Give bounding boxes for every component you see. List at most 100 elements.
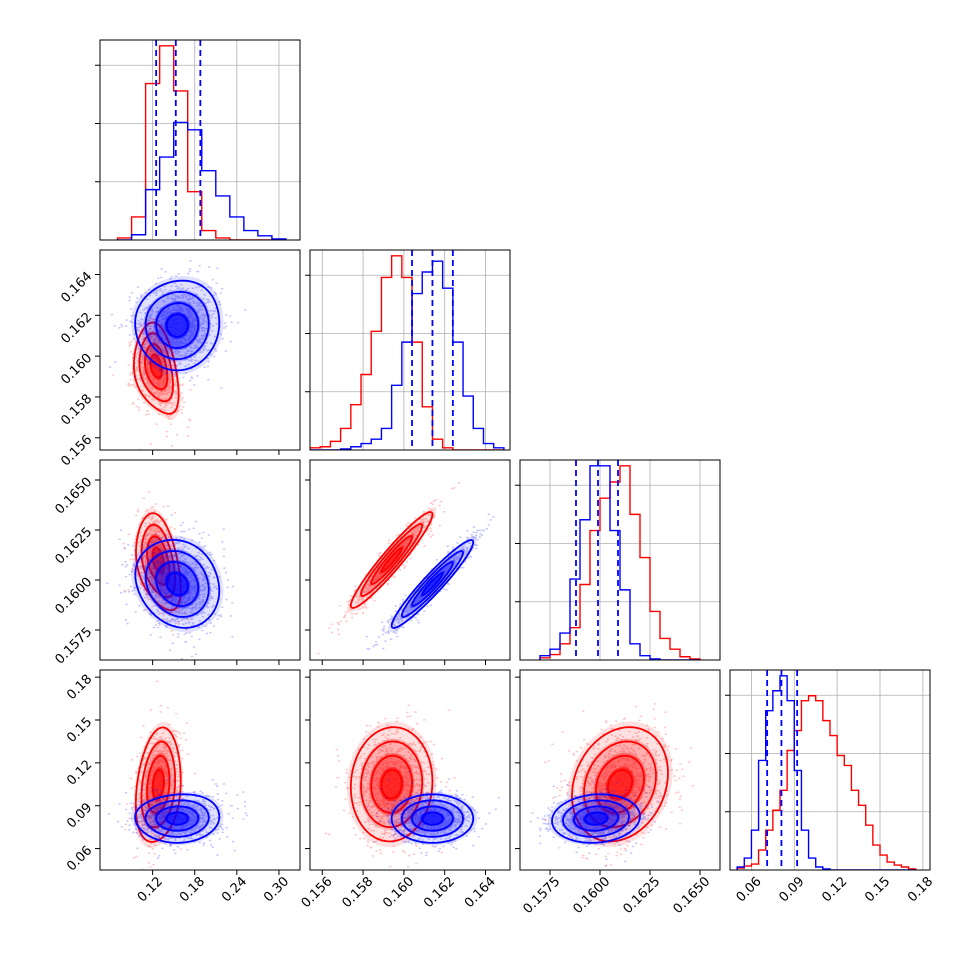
x-tick-label: 0.162	[421, 874, 458, 911]
x-tick-label: 0.18	[905, 874, 936, 905]
contour-blue	[421, 572, 444, 596]
y-tick-label: 0.09	[64, 800, 95, 831]
density-fill-blue	[420, 570, 445, 598]
histogram-frame	[519, 459, 721, 661]
joint-panel-3-4	[515, 676, 701, 875]
histogram-frame	[309, 249, 511, 451]
contour-blue	[551, 793, 641, 844]
x-tick-label: 0.09	[776, 874, 807, 905]
y-tick-label: 0.15	[64, 715, 95, 746]
x-tick-label: 0.12	[135, 874, 166, 905]
histogram-blue-series	[539, 465, 700, 660]
histogram-red-series	[116, 45, 286, 240]
x-tick-label: 0.158	[339, 874, 376, 911]
x-tick-label: 0.06	[734, 874, 765, 905]
y-tick-label: 0.164	[58, 269, 95, 306]
contour-red	[571, 726, 669, 843]
contour-red	[607, 769, 633, 800]
density-fill-red	[379, 767, 404, 802]
x-tick-label: 0.164	[462, 874, 499, 911]
contour-blue	[144, 550, 210, 618]
joint-panel-1-2	[95, 260, 280, 455]
contour-blue	[584, 811, 608, 826]
y-tick-label: 0.1575	[53, 625, 96, 668]
joint-frame	[519, 669, 721, 871]
density-fill-blue	[164, 811, 190, 826]
histogram-panel-1	[95, 40, 300, 240]
x-tick-label: 0.12	[819, 874, 850, 905]
density-fill-blue	[420, 811, 445, 826]
y-tick-label: 0.158	[58, 392, 95, 429]
y-tick-label: 0.162	[58, 310, 95, 347]
x-tick-label: 0.18	[177, 874, 208, 905]
contour-blue	[165, 313, 189, 338]
contour-blue	[400, 550, 464, 618]
histogram-panel-4	[725, 670, 930, 870]
x-tick-label: 0.30	[261, 874, 292, 905]
joint-frame	[99, 249, 301, 451]
contour-blue	[411, 561, 454, 607]
y-tick-label: 0.06	[64, 843, 95, 874]
contour-red	[135, 512, 182, 612]
joint-frame	[309, 459, 511, 661]
contour-blue	[155, 302, 200, 349]
contour-red	[370, 754, 413, 814]
contour-blue	[155, 561, 200, 607]
density-fill-blue	[164, 312, 190, 339]
contour-red	[146, 535, 171, 586]
contour-blue	[165, 811, 189, 826]
y-tick-label: 0.156	[58, 432, 95, 469]
contour-red	[380, 769, 403, 800]
contour-blue	[573, 805, 619, 832]
histogram-blue-series	[310, 260, 505, 450]
contour-blue	[134, 279, 221, 372]
contour-blue	[134, 793, 221, 844]
contour-blue	[134, 539, 221, 629]
y-tick-label: 0.160	[58, 351, 95, 388]
y-tick-label: 0.1650	[53, 475, 96, 518]
contour-red	[146, 754, 171, 814]
histogram-frame	[729, 669, 931, 871]
contour-red	[349, 511, 434, 609]
histogram-blue-series	[736, 675, 916, 870]
histogram-frame	[99, 39, 301, 241]
contour-red	[151, 769, 165, 800]
y-tick-label: 0.12	[64, 758, 95, 789]
contour-red	[144, 343, 169, 391]
joint-frame	[99, 459, 301, 661]
contour-red	[595, 754, 645, 814]
contour-red	[133, 321, 180, 415]
y-tick-label: 0.1625	[53, 525, 96, 568]
joint-panel-2-4	[305, 676, 500, 875]
y-tick-label: 0.18	[64, 672, 95, 703]
contour-blue	[411, 805, 454, 832]
x-tick-label: 0.1650	[671, 874, 714, 917]
contour-red	[138, 332, 174, 403]
x-tick-label: 0.160	[380, 874, 417, 911]
contour-red	[149, 354, 163, 379]
contour-red	[370, 535, 413, 585]
histogram-blue-series	[117, 121, 287, 240]
contour-blue	[562, 799, 630, 838]
contour-blue	[144, 799, 210, 838]
x-tick-label: 0.156	[299, 874, 336, 911]
histogram-panel-3	[515, 460, 720, 660]
histogram-red-series	[736, 695, 917, 870]
contour-blue	[421, 811, 444, 826]
contour-blue	[390, 539, 475, 629]
contour-blue	[400, 799, 464, 838]
joint-panel-1-3	[95, 479, 280, 665]
contour-red	[360, 740, 424, 828]
contour-blue	[165, 572, 189, 596]
density-fill-red	[379, 545, 404, 575]
contour-blue	[390, 793, 475, 844]
x-tick-label: 0.15	[862, 874, 893, 905]
joint-panel-2-3	[305, 479, 495, 665]
contour-red	[360, 523, 424, 597]
y-tick-label: 0.1600	[53, 575, 96, 618]
contour-red	[583, 740, 657, 829]
x-tick-label: 0.24	[219, 874, 250, 905]
contour-blue	[155, 805, 200, 832]
x-tick-label: 0.1625	[621, 874, 664, 917]
